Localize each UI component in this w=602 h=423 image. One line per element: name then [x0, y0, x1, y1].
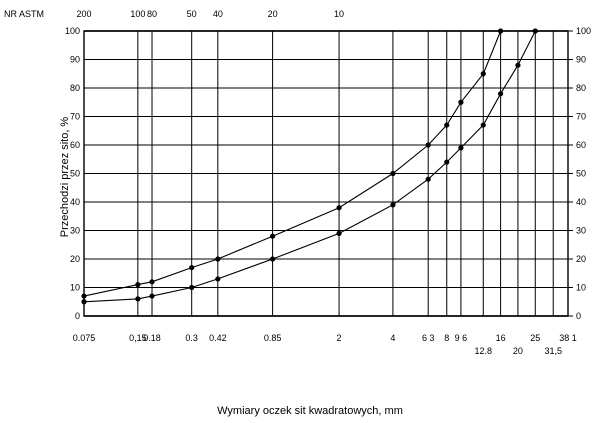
- x-tick-label: 2: [337, 333, 342, 343]
- y-tick-label: 80: [70, 83, 80, 93]
- series-2-point: [215, 276, 221, 282]
- y-tick-label: 40: [70, 197, 80, 207]
- top-tick-label: 80: [147, 9, 157, 19]
- x-tick-label: 0.075: [73, 333, 96, 343]
- x-axis-label: Wymiary oczek sit kwadratowych, mm: [217, 405, 403, 417]
- series-1-point: [215, 256, 221, 262]
- top-tick-label: 100: [130, 9, 145, 19]
- series-2-point: [135, 296, 141, 302]
- series-1-point: [390, 170, 396, 177]
- y2-tick-label: 60: [576, 140, 586, 150]
- top-tick-label: 50: [187, 9, 197, 19]
- series-2-point: [189, 284, 195, 291]
- top-tick-label: 20: [268, 9, 278, 19]
- y2-tick-label: 80: [576, 83, 586, 93]
- y-tick-label: 20: [70, 254, 80, 264]
- series-2-point: [515, 62, 521, 68]
- x-tick-label: 38 1: [559, 333, 577, 343]
- x-tick-label: 8: [444, 333, 449, 343]
- x-tick-label: 9 6: [455, 333, 468, 343]
- series-1-point: [444, 122, 450, 128]
- series-1-point: [480, 71, 486, 77]
- series-1-point: [269, 233, 276, 239]
- x-tick-label: 0,15: [129, 333, 147, 343]
- y-tick-label: 60: [70, 140, 80, 150]
- y2-tick-label: 50: [576, 169, 586, 179]
- x-tick-label-secondary: 12.8: [475, 346, 493, 356]
- series-2-point: [498, 91, 504, 97]
- series-2-point: [458, 145, 464, 151]
- y-tick-label: 30: [70, 226, 80, 236]
- series-2-point: [81, 299, 87, 305]
- series-2-point: [390, 202, 396, 208]
- y-tick-label: 50: [70, 169, 80, 179]
- x-tick-label: 16: [496, 333, 506, 343]
- y2-tick-label: 0: [576, 311, 581, 321]
- y2-tick-label: 70: [576, 112, 586, 122]
- series-2-point: [444, 159, 450, 165]
- x-tick-label-secondary: 20: [513, 346, 523, 356]
- series-layer: [81, 28, 538, 305]
- x-tick-label: 0.3: [185, 333, 198, 343]
- x-tick-label: 4: [390, 333, 395, 343]
- y-tick-label: 10: [70, 283, 80, 293]
- tick-layer: 0 10 20 30 40 50 60 70 80 90 100 0 10 20 30 40 50 60 70 80 9…: [65, 9, 591, 356]
- top-axis-title: NR ASTM: [4, 9, 44, 19]
- x-tick-label: 25: [530, 333, 540, 343]
- series-1-point: [458, 99, 464, 105]
- y-tick-label: 90: [70, 55, 80, 65]
- series-1-point: [498, 28, 504, 34]
- x-tick-label: 0.42: [209, 333, 227, 343]
- y-tick-label: 100: [65, 26, 80, 36]
- series-2-point: [149, 293, 155, 299]
- series-1-point: [336, 205, 342, 211]
- top-tick-label: 200: [76, 9, 91, 19]
- x-tick-label-secondary: 31,5: [544, 346, 562, 356]
- y2-tick-label: 100: [576, 26, 591, 36]
- series-2-point: [269, 256, 276, 262]
- y2-tick-label: 10: [576, 283, 586, 293]
- y2-tick-label: 30: [576, 226, 586, 236]
- y-tick-label: 0: [75, 311, 80, 321]
- series-2-point: [532, 28, 538, 34]
- top-tick-label: 40: [213, 9, 223, 19]
- series-1-point: [135, 282, 141, 288]
- x-tick-label: 6 3: [422, 333, 435, 343]
- x-tick-label: 0.18: [143, 333, 161, 343]
- y2-tick-label: 20: [576, 254, 586, 264]
- series-1-point: [149, 279, 155, 285]
- x-tick-label: 0.85: [264, 333, 282, 343]
- series-2-point: [336, 230, 342, 236]
- y2-tick-label: 40: [576, 197, 586, 207]
- series-1-point: [425, 142, 431, 148]
- series-1-point: [189, 264, 195, 271]
- series-2-point: [480, 122, 486, 128]
- series-2-point: [425, 176, 431, 182]
- y-tick-label: 70: [70, 112, 80, 122]
- y2-tick-label: 90: [576, 55, 586, 65]
- y-axis-label: Przechodzi przez sito, %: [59, 117, 71, 238]
- top-tick-label: 10: [334, 9, 344, 19]
- series-1-point: [81, 293, 87, 299]
